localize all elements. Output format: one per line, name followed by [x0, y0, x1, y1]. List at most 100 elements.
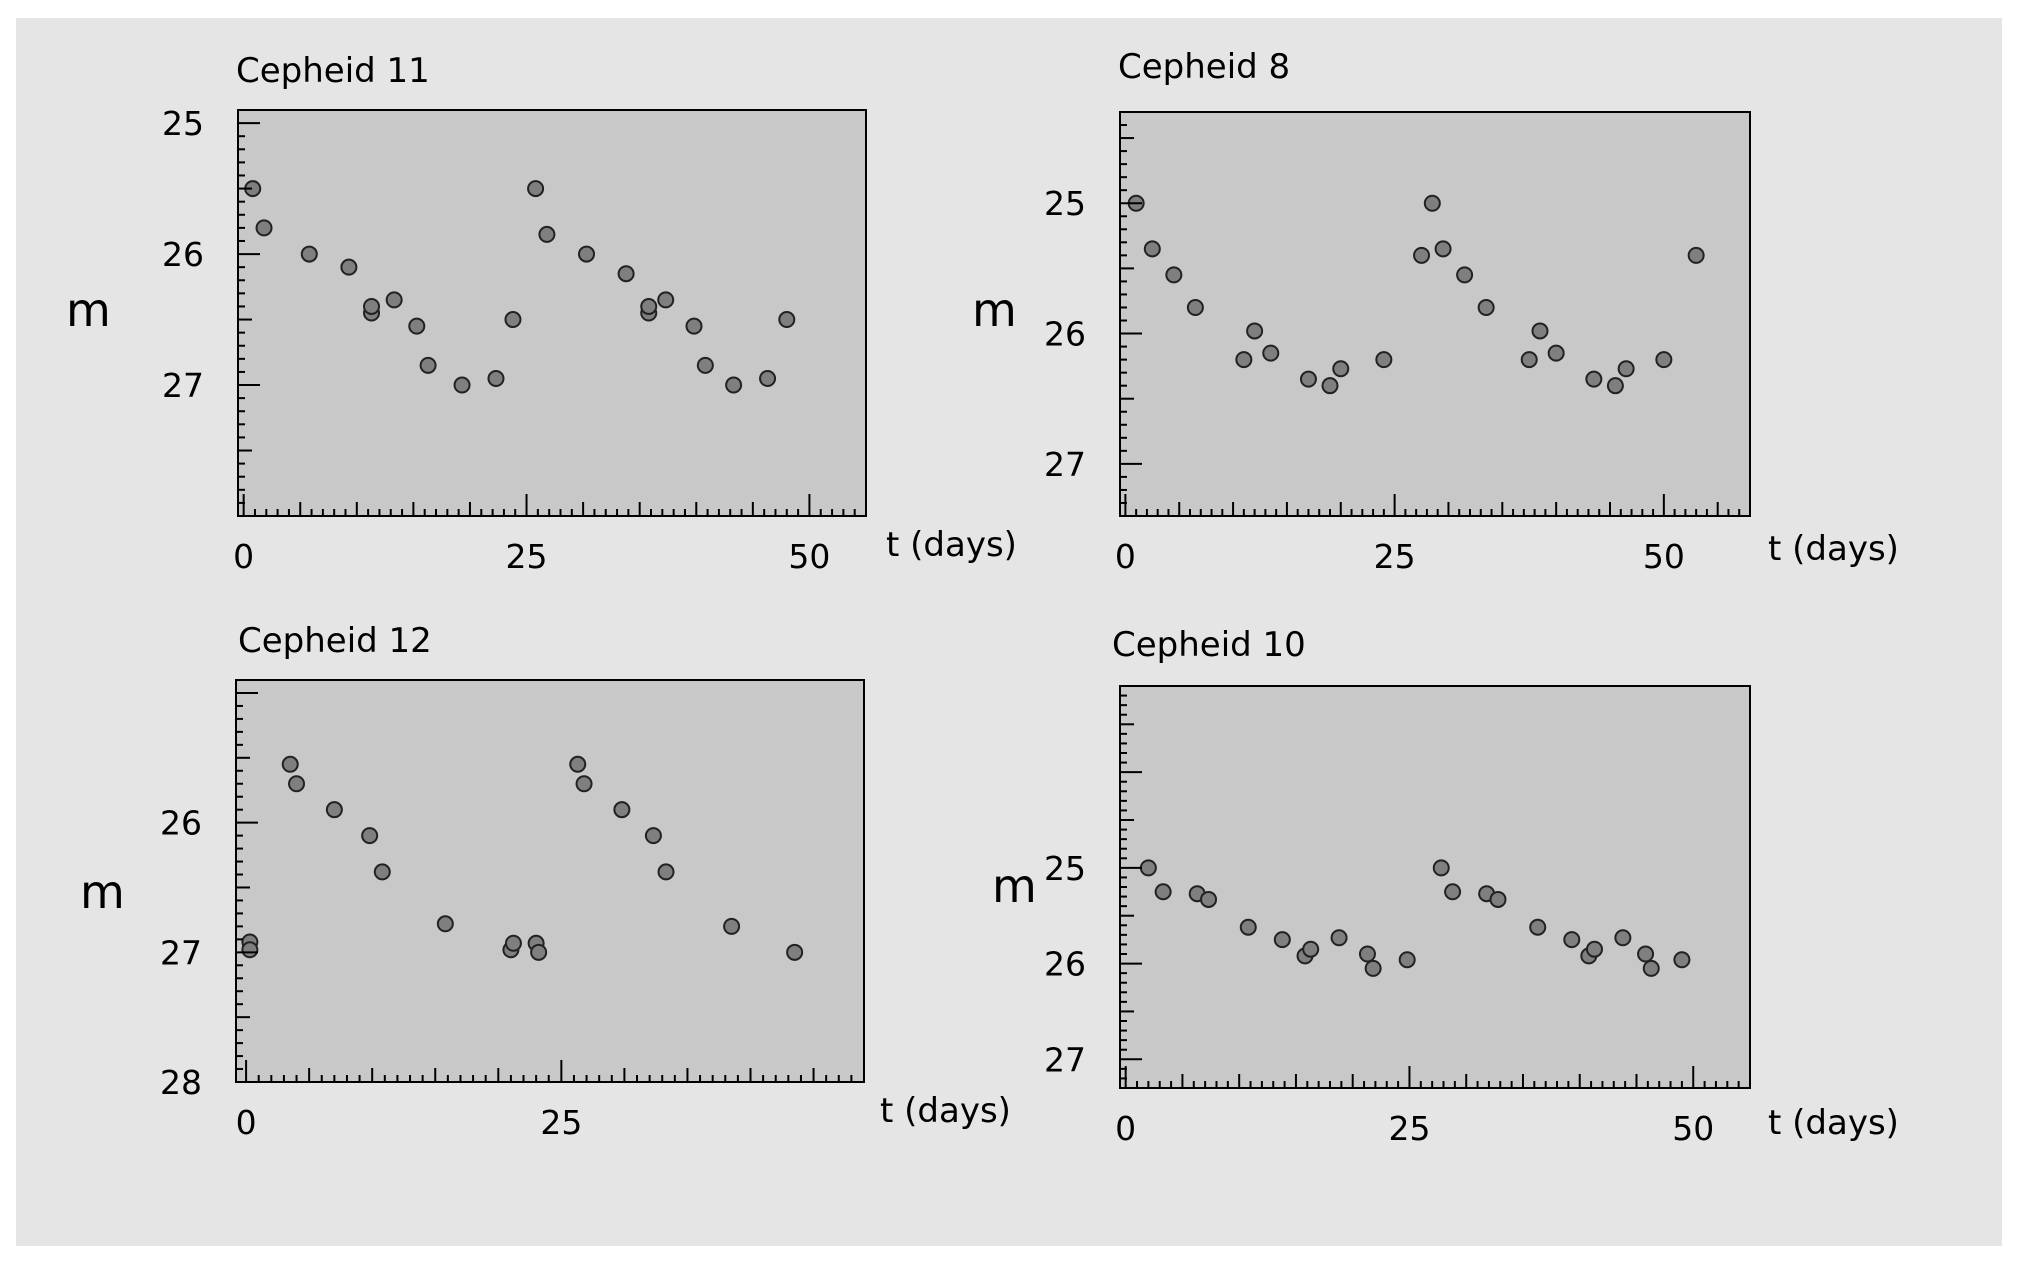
- data-point: [363, 297, 381, 315]
- data-point: [1139, 859, 1157, 877]
- data-point: [778, 311, 796, 329]
- data-point: [325, 801, 343, 819]
- data-point: [786, 943, 804, 961]
- chart-title: Cepheid 8: [1118, 47, 1290, 87]
- plot-area: [1120, 686, 1750, 1088]
- axis-ticks: [1120, 685, 1751, 1089]
- y-tick-label: 26: [1044, 315, 1086, 354]
- x-tick-label: 0: [1115, 537, 1136, 576]
- data-point: [575, 775, 593, 793]
- plot-frame: [237, 109, 867, 517]
- x-tick-label: 50: [788, 537, 830, 576]
- data-point: [1531, 322, 1549, 340]
- data-point: [685, 317, 703, 335]
- data-point: [1606, 377, 1624, 395]
- x-tick-label: 0: [1115, 1109, 1136, 1148]
- x-axis-label: t (days): [886, 525, 1017, 565]
- data-point: [300, 245, 318, 263]
- data-point: [1642, 959, 1660, 977]
- y-tick-label: 26: [162, 235, 204, 274]
- data-point: [1432, 859, 1450, 877]
- data-point: [1617, 360, 1635, 378]
- data-point: [1413, 246, 1431, 264]
- data-point: [1477, 298, 1495, 316]
- data-point: [1239, 918, 1257, 936]
- data-point: [1520, 351, 1538, 369]
- panel-cepheid-10: Cepheid 10 m t (days) 0 25 50 25 26 27: [992, 625, 1899, 1148]
- data-point: [281, 755, 299, 773]
- data-point: [1673, 951, 1691, 969]
- data-point: [696, 356, 714, 374]
- y-tick-label: 25: [162, 104, 204, 143]
- data-point: [1299, 370, 1317, 388]
- data-point: [657, 291, 675, 309]
- panel-cepheid-11: Cepheid 11 m t (days) 0 25 50 25 26 27: [66, 51, 1017, 576]
- data-point: [657, 863, 675, 881]
- chart-title: Cepheid 12: [238, 621, 432, 661]
- data-point: [373, 863, 391, 881]
- y-tick-label: 26: [160, 804, 202, 843]
- data-point: [340, 258, 358, 276]
- data-point: [453, 376, 471, 394]
- y-tick-label: 27: [162, 366, 204, 405]
- data-point: [1563, 931, 1581, 949]
- plot-area: [236, 680, 864, 1082]
- data-point: [640, 297, 658, 315]
- chart-title: Cepheid 11: [236, 51, 430, 91]
- data-point: [1375, 351, 1393, 369]
- y-axis-label: m: [66, 283, 111, 337]
- panel-cepheid-12: Cepheid 12 m t (days) 0 25 26 27 28: [80, 621, 1011, 1142]
- data-point: [408, 317, 426, 335]
- plot-area: [1120, 112, 1750, 516]
- data-point: [1614, 929, 1632, 947]
- data-point: [527, 180, 545, 198]
- y-tick-label: 27: [160, 933, 202, 972]
- data-point: [617, 265, 635, 283]
- chart-title: Cepheid 10: [1112, 625, 1306, 665]
- data-point: [578, 245, 596, 263]
- y-tick-label: 27: [1044, 445, 1086, 484]
- data-point: [385, 291, 403, 309]
- data-point: [1235, 351, 1253, 369]
- data-point: [1444, 883, 1462, 901]
- plot-frame: [235, 679, 865, 1083]
- data-points: [1139, 859, 1691, 977]
- plot-frame: [1119, 111, 1751, 517]
- data-point: [1585, 370, 1603, 388]
- data-point: [1302, 940, 1320, 958]
- data-point: [1637, 945, 1655, 963]
- data-point: [1186, 298, 1204, 316]
- x-tick-label: 25: [1388, 1109, 1430, 1148]
- data-point: [1456, 266, 1474, 284]
- data-point: [504, 311, 522, 329]
- data-point: [1489, 890, 1507, 908]
- y-tick-label: 25: [1044, 849, 1086, 888]
- data-point: [530, 943, 548, 961]
- x-tick-label: 25: [540, 1103, 582, 1142]
- axis-ticks: [236, 679, 865, 1083]
- data-point: [538, 225, 556, 243]
- data-point: [1398, 951, 1416, 969]
- data-point: [255, 219, 273, 237]
- x-axis-label: t (days): [1768, 529, 1899, 569]
- x-axis-label: t (days): [880, 1091, 1011, 1131]
- data-point: [1434, 240, 1452, 258]
- x-tick-label: 25: [1374, 537, 1416, 576]
- x-tick-label: 50: [1643, 537, 1685, 576]
- y-axis-label: m: [80, 865, 125, 919]
- x-tick-label: 25: [506, 537, 548, 576]
- y-tick-label: 27: [1044, 1040, 1086, 1079]
- data-point: [644, 827, 662, 845]
- x-axis-label: t (days): [1768, 1103, 1899, 1143]
- data-point: [1165, 266, 1183, 284]
- y-tick-label: 28: [160, 1063, 202, 1102]
- data-point: [569, 755, 587, 773]
- data-point: [1364, 959, 1382, 977]
- data-points: [241, 755, 804, 961]
- data-point: [1246, 322, 1264, 340]
- data-point: [288, 775, 306, 793]
- y-axis-label: m: [972, 283, 1017, 337]
- y-axis-label: m: [992, 859, 1037, 913]
- data-point: [504, 934, 522, 952]
- axis-ticks: [1120, 111, 1751, 517]
